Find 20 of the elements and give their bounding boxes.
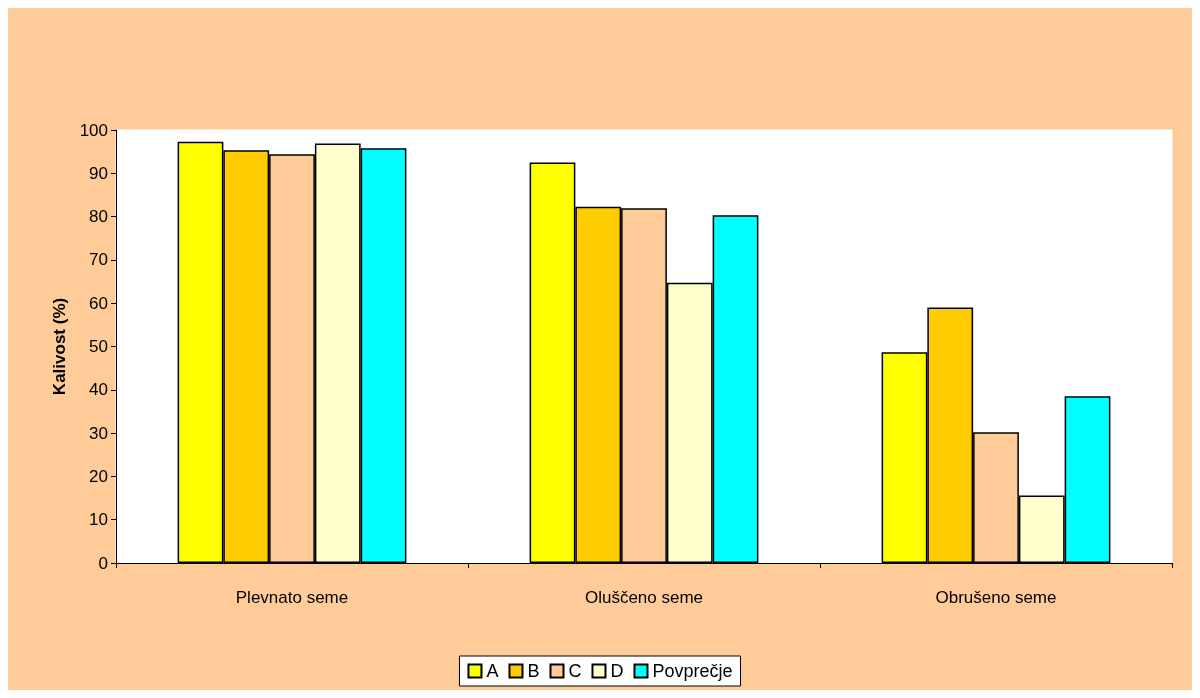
legend-label: A — [486, 661, 499, 681]
y-tick-label: 60 — [89, 293, 108, 313]
legend-label: B — [527, 661, 540, 681]
y-tick-label: 50 — [89, 337, 108, 356]
x-tick-label: Obrušeno seme — [935, 588, 1057, 607]
y-tick-label: 0 — [98, 553, 108, 573]
y-tick-label: 30 — [89, 423, 108, 443]
y-tick-label: 20 — [89, 466, 108, 486]
y-tick-label: 10 — [89, 510, 108, 530]
x-tick-label: Oluščeno seme — [584, 588, 704, 607]
legend-label: D — [610, 661, 624, 681]
legend-label: C — [568, 661, 582, 681]
y-tick-label: 40 — [89, 380, 108, 400]
y-axis-title: Kalivost (%) — [50, 297, 69, 396]
y-tick-label: 80 — [89, 207, 108, 227]
y-tick-label: 100 — [79, 120, 108, 140]
x-tick-label: Plevnato seme — [235, 588, 349, 607]
legend-label: Povprečje — [652, 661, 733, 681]
y-tick-label: 70 — [89, 250, 108, 270]
y-tick-label: 90 — [89, 163, 108, 183]
